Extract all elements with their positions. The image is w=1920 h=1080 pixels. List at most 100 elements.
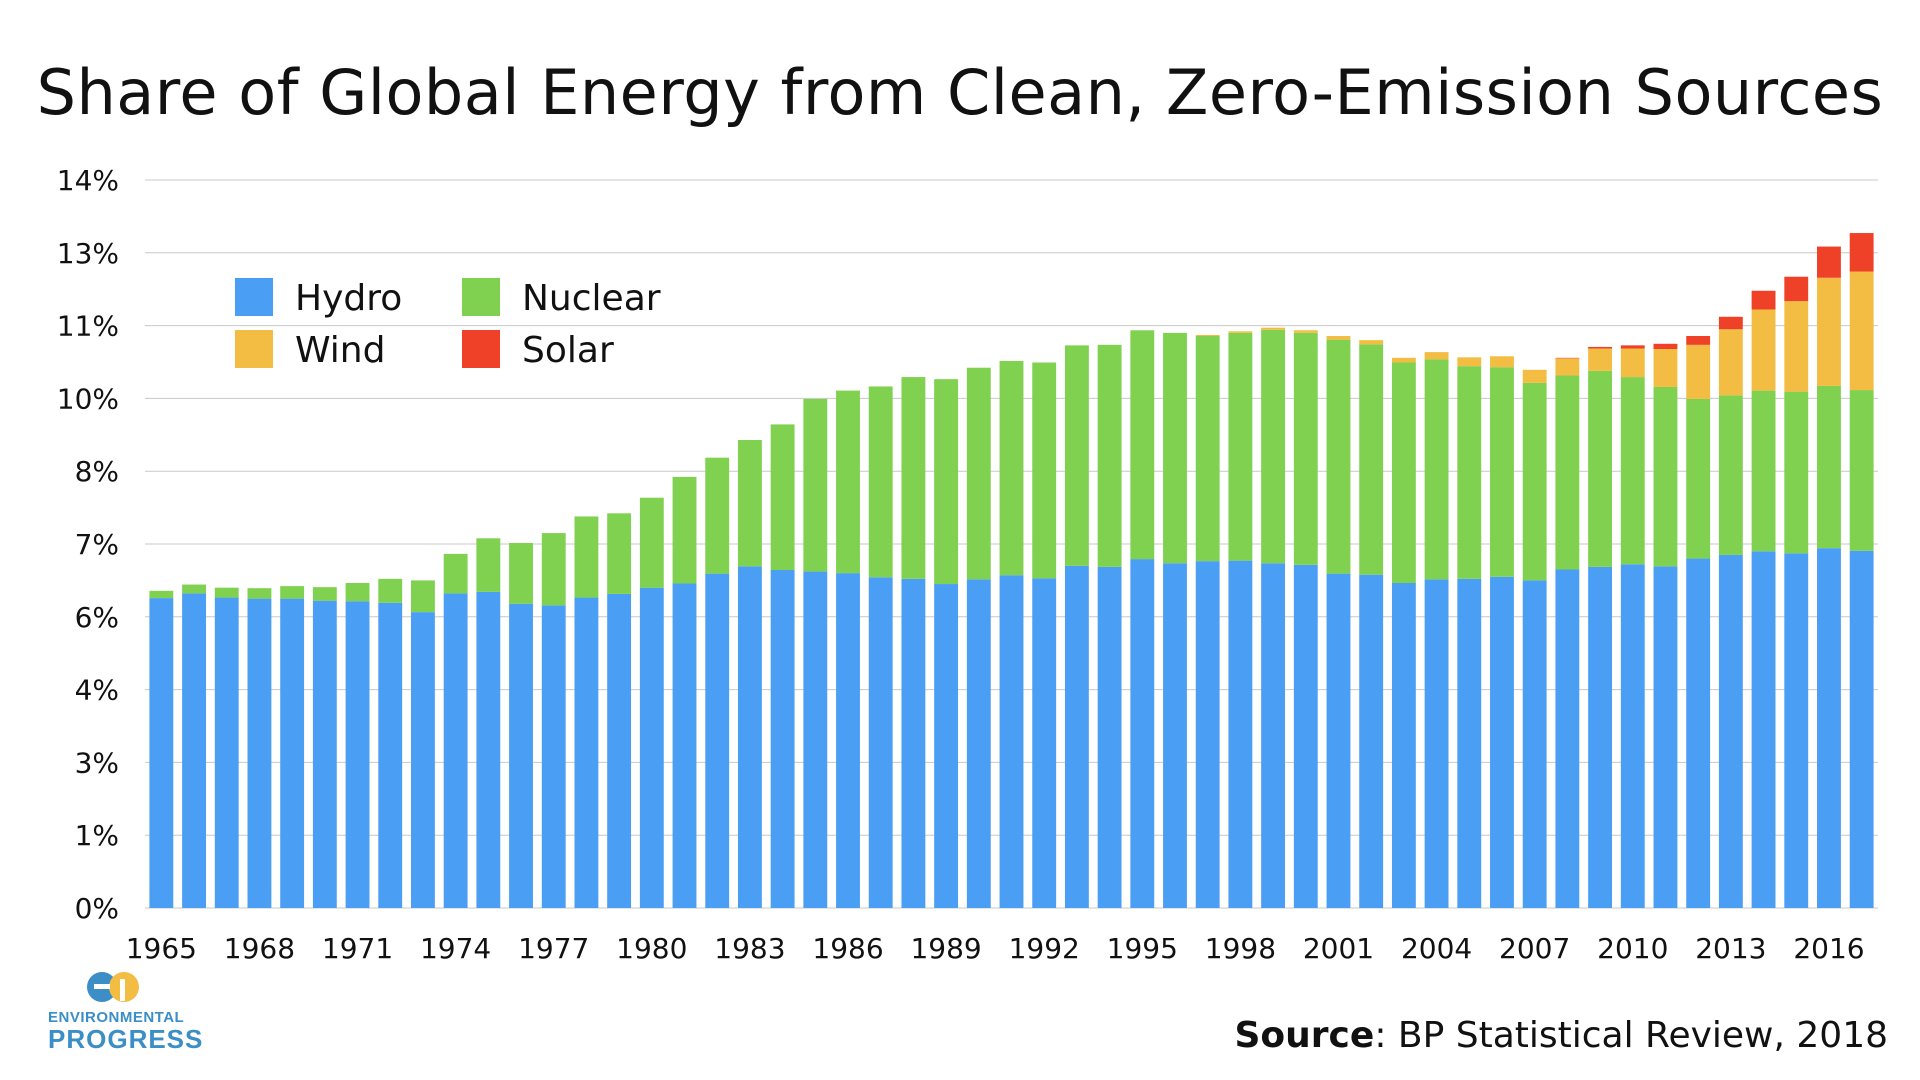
x-tick-label: 1998	[1205, 932, 1276, 965]
x-tick-label: 2010	[1597, 932, 1668, 965]
bar-nuclear-1996	[1163, 332, 1187, 564]
bar-hydro-2016	[1817, 548, 1841, 908]
x-tick-label: 2001	[1303, 932, 1374, 965]
x-tick-label: 1977	[518, 932, 589, 965]
bar-hydro-1977	[541, 605, 566, 908]
bar-hydro-2002	[1359, 574, 1384, 908]
y-tick-label: 4%	[75, 674, 119, 707]
bar-nuclear-1997	[1195, 336, 1220, 562]
y-axis-tick-labels: 0% 1% 3% 4% 6% 7% 8% 10% 11% 13% 14%	[57, 164, 119, 925]
legend-swatch-wind	[235, 330, 273, 368]
bar-nuclear-1993	[1064, 345, 1089, 566]
bar-nuclear-1971	[345, 583, 370, 602]
bar-hydro-2008	[1555, 569, 1580, 908]
bar-hydro-2009	[1588, 566, 1612, 908]
bar-wind-2005	[1457, 357, 1482, 367]
y-tick-label: 6%	[75, 601, 119, 634]
bar-hydro-2003	[1391, 583, 1416, 908]
bar-hydro-1980	[639, 587, 664, 908]
bar-nuclear-1998	[1228, 332, 1253, 561]
y-tick-label: 10%	[57, 382, 119, 415]
bar-nuclear-2001	[1326, 339, 1351, 574]
bar-nuclear-2014	[1751, 390, 1776, 552]
bar-nuclear-1982	[705, 457, 730, 574]
bar-nuclear-1979	[607, 513, 632, 594]
x-tick-label: 2016	[1793, 932, 1864, 965]
bar-hydro-2010	[1620, 564, 1645, 908]
legend-swatch-hydro	[235, 278, 273, 316]
bar-nuclear-2009	[1588, 370, 1612, 567]
bar-nuclear-1986	[836, 390, 860, 574]
bar-nuclear-1987	[868, 386, 893, 578]
bar-nuclear-1973	[411, 580, 435, 613]
legend-label-wind: Wind	[295, 330, 385, 371]
bar-wind-2016	[1817, 277, 1841, 386]
bar-hydro-1969	[280, 598, 305, 908]
bar-nuclear-1976	[509, 542, 533, 604]
bar-nuclear-2007	[1522, 382, 1547, 581]
y-tick-label: 11%	[57, 310, 119, 343]
bar-solar-2008	[1555, 357, 1580, 359]
bar-hydro-1984	[770, 570, 795, 908]
bar-solar-2016	[1817, 246, 1841, 278]
bar-nuclear-2015	[1784, 391, 1809, 554]
bar-hydro-2001	[1326, 573, 1351, 908]
legend-label-solar: Solar	[522, 330, 614, 371]
x-tick-label: 1980	[616, 932, 687, 965]
bar-hydro-2000	[1293, 564, 1318, 908]
bar-hydro-1991	[999, 575, 1024, 908]
source-label: Source	[1234, 1015, 1375, 1056]
x-tick-label: 1986	[812, 932, 883, 965]
ep-logo-icon	[87, 972, 139, 1002]
bar-nuclear-1970	[312, 587, 337, 601]
bar-solar-2017	[1849, 233, 1874, 272]
bar-wind-2000	[1293, 330, 1318, 333]
x-tick-label: 2007	[1499, 932, 1570, 965]
bar-wind-2012	[1686, 344, 1711, 399]
environmental-progress-logo: ENVIRONMENTAL PROGRESS	[48, 970, 202, 1052]
x-tick-label: 2013	[1695, 932, 1766, 965]
bar-solar-2011	[1653, 343, 1678, 349]
bar-hydro-1996	[1163, 563, 1187, 908]
bar-nuclear-1972	[378, 578, 403, 603]
bar-nuclear-2002	[1359, 344, 1384, 575]
bar-nuclear-1999	[1261, 329, 1286, 564]
bar-hydro-2004	[1424, 579, 1449, 908]
bar-hydro-1983	[737, 566, 762, 908]
bar-hydro-2011	[1653, 566, 1678, 908]
bar-hydro-1979	[607, 593, 632, 908]
bar-solar-2015	[1784, 276, 1809, 302]
bar-hydro-1985	[803, 571, 828, 908]
bar-nuclear-1966	[182, 584, 206, 594]
chart-title: Share of Global Energy from Clean, Zero-…	[36, 56, 1884, 129]
y-tick-label: 8%	[75, 455, 119, 488]
legend: Hydro Nuclear Wind Solar	[235, 278, 661, 371]
bar-nuclear-1978	[574, 516, 599, 598]
bar-nuclear-1992	[1032, 362, 1057, 579]
bar-hydro-2014	[1751, 551, 1776, 908]
bar-hydro-1981	[672, 583, 697, 908]
bar-hydro-1982	[705, 573, 730, 908]
bar-hydro-1992	[1032, 578, 1057, 908]
bar-hydro-1966	[182, 593, 206, 908]
bar-hydro-1967	[214, 597, 239, 908]
y-tick-label: 0%	[75, 892, 119, 925]
legend-swatch-nuclear	[462, 278, 500, 316]
bar-hydro-1989	[934, 584, 959, 908]
bar-nuclear-1994	[1097, 344, 1122, 567]
x-tick-label: 1965	[126, 932, 197, 965]
x-tick-label: 1983	[714, 932, 785, 965]
bar-hydro-1986	[836, 573, 860, 908]
y-tick-label: 7%	[75, 528, 119, 561]
x-tick-label: 1974	[420, 932, 491, 965]
bar-hydro-1988	[901, 578, 926, 908]
bar-wind-2001	[1326, 336, 1351, 340]
logo-text-environmental: ENVIRONMENTAL	[48, 1009, 185, 1026]
legend-swatch-solar	[462, 330, 500, 368]
bar-nuclear-1968	[247, 588, 272, 599]
bar-nuclear-1974	[443, 553, 468, 594]
bar-hydro-1970	[312, 600, 337, 908]
legend-label-hydro: Hydro	[295, 278, 402, 319]
